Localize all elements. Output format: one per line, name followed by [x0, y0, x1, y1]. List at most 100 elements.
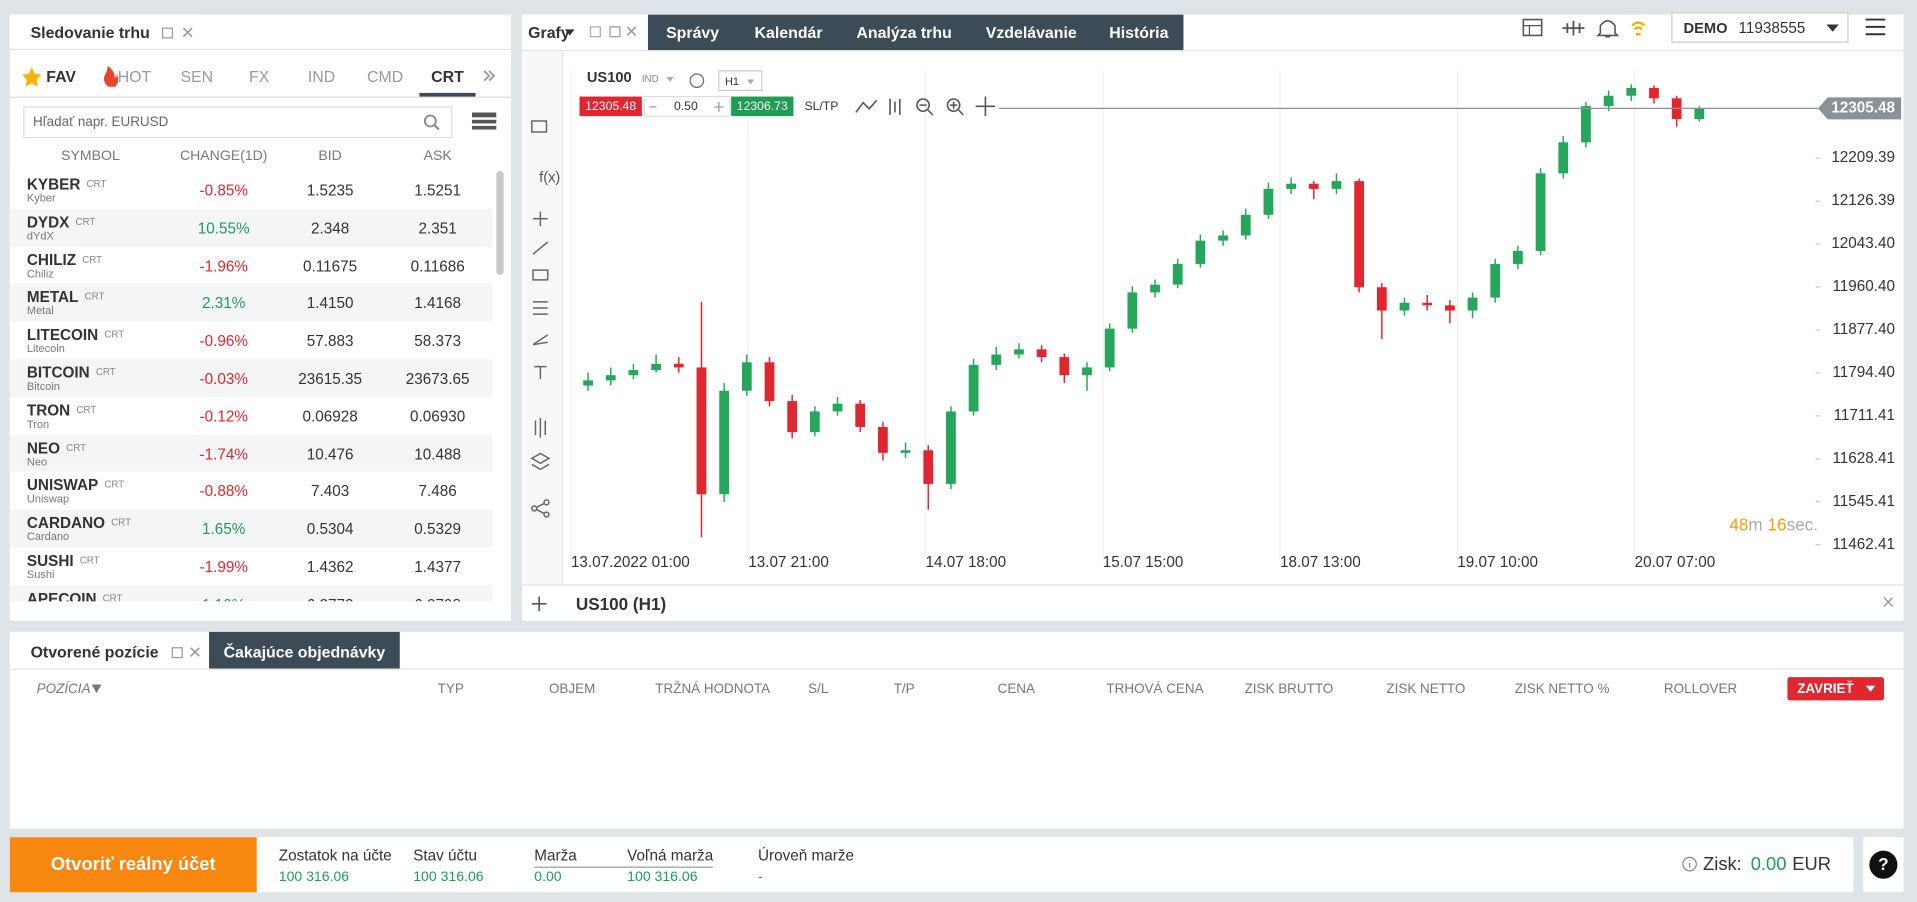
nav-tab[interactable]: História — [1109, 23, 1169, 42]
symbol: BITCOIN — [26, 364, 90, 382]
y-tick-label: 11794.40 — [1832, 364, 1895, 381]
x-tick-label: 13.07.2022 01:00 — [571, 554, 690, 571]
nav-tab[interactable]: Vzdelávanie — [985, 23, 1077, 42]
watchlist-row[interactable]: CARDANO CRT Cardano 1.65% 0.5304 0.5329 — [9, 509, 493, 548]
fx-tool[interactable]: f(x) — [539, 170, 560, 186]
bid: 10.476 — [306, 445, 354, 463]
close-all-button[interactable]: ZAVRIEŤ — [1787, 677, 1884, 701]
fire-icon — [103, 65, 119, 87]
bid: 1.5235 — [306, 182, 354, 200]
candle-body — [1286, 183, 1296, 189]
watchlist-tab[interactable]: IND — [273, 55, 371, 97]
column-header: CENA — [997, 681, 1035, 697]
watchlist-tab[interactable]: FAV — [0, 55, 98, 97]
watchlist-row[interactable]: UNISWAP CRT Uniswap -0.88% 7.403 7.486 — [9, 472, 493, 511]
search-icon — [423, 114, 440, 131]
positions-tab[interactable]: Otvorené pozície — [9, 631, 210, 669]
watchlist-row[interactable]: LITECOIN CRT Litecoin -0.96% 57.883 58.373 — [9, 321, 493, 360]
toolbar-bg — [522, 51, 563, 585]
symbol-tag: CRT — [79, 554, 100, 566]
sort-arrow[interactable] — [91, 683, 102, 693]
watchlist-row[interactable]: BITCOIN CRT Bitcoin -0.03% 23615.35 23673.65 — [9, 359, 493, 398]
y-tick-label: 12209.39 — [1831, 149, 1895, 166]
buy-box[interactable] — [731, 96, 794, 117]
watchlist-tab[interactable]: Sledovanie trhu — [9, 14, 200, 52]
watchlist-row[interactable]: TRON CRT Tron -0.12% 0.06928 0.06930 — [9, 396, 493, 435]
column-header: T/P — [893, 681, 915, 697]
watchlist-tab-label: FAV — [46, 67, 76, 86]
spread: 0.50 — [674, 99, 698, 113]
scrollbar[interactable] — [496, 171, 504, 275]
pending-tab[interactable]: Čakajúce objednávky — [209, 631, 400, 669]
close-all-label: ZAVRIEŤ — [1797, 681, 1854, 697]
column-header: S/L — [808, 681, 829, 697]
watchlist-tab[interactable]: SEN — [148, 55, 246, 97]
watchlist-row[interactable]: SUSHI CRT Sushi -1.99% 1.4362 1.4377 — [9, 547, 493, 586]
open-account-label: Otvoriť reálny účet — [50, 854, 216, 876]
nav-tab[interactable]: Analýza trhu — [856, 23, 952, 42]
watchlist-tab[interactable]: HOT — [73, 55, 171, 97]
change: -0.03% — [199, 370, 248, 388]
help-button[interactable]: ? — [1869, 850, 1898, 879]
x-tick-label: 19.07 10:00 — [1457, 554, 1538, 571]
candle-body — [1513, 250, 1523, 264]
change: -0.85% — [199, 182, 248, 200]
tab-icons[interactable] — [161, 26, 195, 41]
star-icon — [22, 67, 42, 87]
timeframe: H1 — [725, 76, 739, 88]
watchlist-row[interactable]: APECOINCRTApecoin1.10%6.27726.2798 — [9, 585, 493, 602]
change: -0.96% — [199, 332, 248, 350]
account-selector[interactable]: DEMO 11938555 — [1671, 12, 1849, 43]
open-account-button[interactable]: Otvoriť reálny účet — [9, 837, 257, 893]
symbol: UNISWAP — [26, 477, 99, 495]
column-header: CHANGE(1D) — [179, 149, 268, 164]
column-header: POZÍCIA — [36, 681, 91, 697]
stat-label: Zostatok na účte — [278, 846, 392, 865]
nav-tab[interactable]: Kalendár — [754, 23, 823, 42]
list-view-icon[interactable] — [471, 112, 497, 130]
candle-body — [1127, 292, 1138, 329]
candle-body — [1082, 367, 1092, 376]
candle-body — [1195, 240, 1206, 264]
watchlist-row[interactable]: KYBER CRT Kyber -0.85% 1.5235 1.5251 — [9, 171, 493, 209]
ask: 1.4377 — [414, 558, 462, 576]
candle-body — [1422, 302, 1433, 306]
countdown-min: 48 — [1729, 515, 1748, 534]
symbol-tag: CRT — [86, 178, 107, 190]
watchlist-row[interactable]: CHILIZ CRT Chiliz -1.96% 0.11675 0.11686 — [9, 246, 493, 285]
y-tick-label: 11545.41 — [1832, 493, 1895, 510]
add-chart[interactable] — [522, 585, 561, 620]
active-underline — [419, 92, 476, 97]
nav-tab[interactable]: Správy — [666, 23, 720, 42]
watchlist-row[interactable]: NEO CRT Neo -1.74% 10.476 10.488 — [9, 434, 493, 473]
change: -1.96% — [199, 257, 248, 275]
header-icons[interactable] — [1516, 15, 1663, 42]
watchlist-tab[interactable]: CMD — [336, 55, 434, 97]
close-icon[interactable] — [1883, 596, 1895, 608]
timeframe-box[interactable] — [718, 70, 763, 92]
info-icon[interactable] — [689, 73, 705, 88]
symbol[interactable]: US100 — [587, 70, 632, 86]
watchlist-tab[interactable]: CRT — [399, 55, 497, 97]
bid: 1.4362 — [306, 558, 354, 576]
dropdown-arrow[interactable] — [666, 76, 674, 82]
sell-box[interactable] — [579, 96, 642, 117]
divider — [9, 668, 1904, 670]
bid: 23615.35 — [298, 370, 362, 388]
watchlist-tab[interactable]: FX — [210, 55, 308, 97]
sltp[interactable]: SL/TP — [804, 99, 838, 113]
stat-label: Voľná marža — [627, 846, 714, 865]
column-header: SYMBOL — [61, 149, 120, 164]
menu-icon[interactable] — [1864, 17, 1886, 37]
watchlist-row[interactable]: DYDX CRT dYdX 10.55% 2.348 2.351 — [9, 208, 493, 247]
countdown-sec: 16 — [1768, 515, 1787, 534]
watchlist-row[interactable]: METAL CRT Metal 2.31% 1.4150 1.4168 — [9, 284, 493, 322]
chart-controls[interactable] — [855, 96, 996, 117]
drawing-tools[interactable] — [530, 120, 551, 518]
info-icon[interactable] — [1681, 856, 1698, 873]
search-box[interactable]: Hľadať napr. EURUSD — [23, 106, 453, 139]
candle-body — [741, 362, 752, 391]
spread-controls[interactable] — [649, 102, 724, 112]
change: 2.31% — [202, 295, 246, 313]
chart-tab[interactable]: Grafy — [522, 14, 648, 51]
